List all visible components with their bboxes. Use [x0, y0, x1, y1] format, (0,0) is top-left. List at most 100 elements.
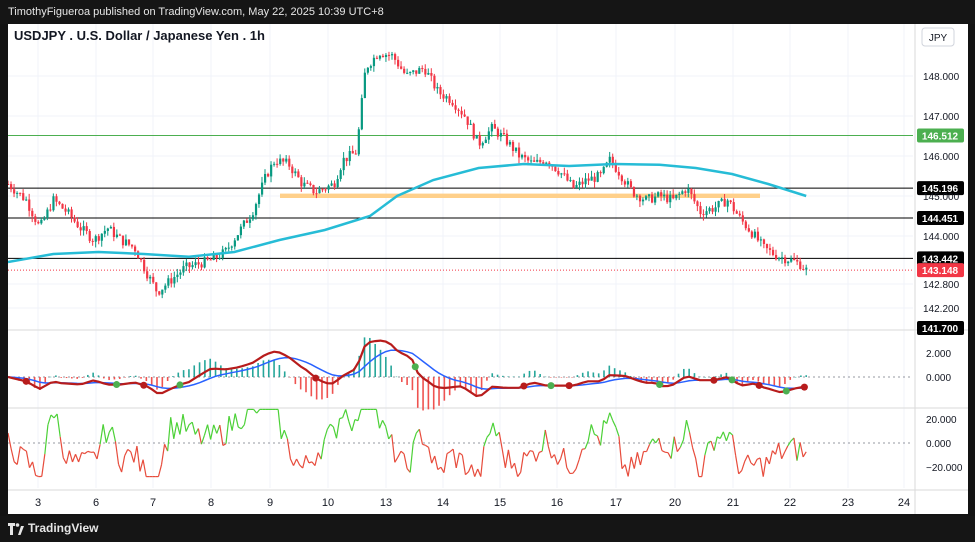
price-axis: 148.000 147.000 146.000 145.000 144.000 142.8…	[923, 72, 960, 315]
osc2-seg-72	[225, 416, 230, 444]
osc2-seg-37	[117, 464, 123, 473]
osc1-hist-6	[39, 377, 41, 390]
candle-body-261	[796, 260, 799, 262]
osc2-seg-152	[470, 464, 476, 477]
osc1-hist-133	[714, 376, 717, 377]
candle-body-229	[699, 206, 702, 215]
osc2-seg-43	[136, 445, 141, 472]
price-label-3: 143.442	[922, 254, 959, 265]
candle-body-84	[260, 182, 264, 195]
candle-body-164	[502, 133, 506, 135]
osc1-hist-58	[315, 377, 318, 400]
osc2-seg-92	[286, 438, 292, 459]
osc2-seg-166	[513, 463, 519, 477]
osc1-hist-16	[92, 372, 94, 377]
osc1-hist-99	[534, 370, 536, 377]
osc1-hist-74	[400, 377, 403, 383]
candle-body-89	[276, 163, 279, 165]
candle-body-200	[611, 156, 614, 165]
candle-body-234	[714, 207, 717, 212]
osc1-hist-112	[603, 370, 605, 377]
osc1-hist-146	[784, 377, 786, 385]
price-tick-4: 144.000	[923, 232, 960, 243]
osc2-seg-161	[498, 432, 503, 450]
osc1-hist-129	[693, 373, 696, 377]
osc2-seg-141	[437, 466, 442, 471]
osc1-hist-65	[353, 368, 355, 377]
osc1-hist-98	[528, 370, 531, 377]
time-tick-20: 20	[669, 497, 681, 509]
candle-body-202	[617, 171, 620, 176]
osc1-hist-113	[608, 365, 611, 377]
candle-body-90	[279, 158, 282, 165]
candlestick-series	[7, 51, 808, 299]
currency-badge[interactable]	[921, 27, 955, 47]
osc2-seg-213	[658, 438, 663, 451]
candle-body-211	[644, 196, 648, 200]
osc2-seg-190	[587, 424, 592, 441]
osc2-seg-24	[78, 452, 83, 463]
osc1-hist-38	[209, 358, 212, 377]
candle-body-158	[484, 139, 487, 143]
osc2-seg-76	[237, 426, 242, 430]
candle-body-239	[729, 200, 732, 203]
osc2-seg-164	[507, 449, 513, 469]
time-tick-7: 7	[150, 497, 156, 509]
candle-body-210	[641, 199, 645, 202]
osc2-seg-197	[609, 412, 614, 421]
candle-body-143	[439, 86, 442, 95]
osc2-seg-70	[219, 425, 224, 446]
candle-body-60	[188, 262, 191, 268]
time-tick-22: 22	[784, 497, 796, 509]
grid	[8, 24, 913, 488]
candle-body-47	[149, 276, 152, 279]
candle-body-191	[584, 178, 587, 185]
osc2-seg-222	[685, 420, 691, 433]
candle-body-223	[681, 191, 684, 194]
candle-body-244	[744, 221, 747, 229]
candle-body-149	[457, 109, 460, 111]
osc2-seg-52	[164, 444, 169, 452]
osc2-seg-191	[590, 424, 595, 435]
osc2-seg-230	[710, 441, 715, 451]
candle-body-42	[133, 246, 137, 252]
candle-body-83	[257, 194, 261, 205]
candle-body-154	[472, 123, 475, 139]
osc2-seg-251	[774, 442, 780, 455]
chart-area[interactable]: 146.512 145.196 144.451 143.442 143.148 141.7…	[7, 24, 968, 514]
candle-body-126	[387, 54, 391, 56]
candle-body-130	[400, 66, 403, 69]
osc2-seg-21	[68, 450, 74, 463]
candle-body-188	[575, 184, 578, 188]
candle-body-111	[342, 157, 345, 171]
candle-body-16	[55, 196, 58, 202]
candle-body-120	[369, 66, 373, 68]
candle-body-96	[297, 171, 300, 178]
osc2-seg-160	[495, 431, 500, 437]
osc1-hist-57	[310, 377, 313, 397]
osc1-hist-41	[225, 368, 227, 377]
osc2-seg-25	[81, 452, 85, 455]
moving-average-line	[7, 162, 807, 264]
osc2-seg-123	[382, 420, 387, 427]
osc2-seg-68	[213, 424, 218, 434]
candle-body-95	[294, 171, 297, 174]
oscillator-1-pane	[8, 332, 913, 407]
osc1-hist-45	[246, 367, 249, 377]
candle-body-44	[140, 258, 143, 260]
osc2-seg-69	[216, 424, 221, 434]
osc2-seg-98	[305, 455, 310, 464]
time-tick-16: 16	[551, 497, 563, 509]
osc1-cross-dot-4	[312, 374, 320, 382]
candle-body-248	[756, 231, 760, 241]
zone-rect	[280, 193, 760, 198]
candle-body-123	[378, 55, 382, 59]
osc1-hist-135	[725, 372, 728, 377]
osc1-hist-51	[278, 365, 281, 377]
candle-body-65	[203, 257, 206, 268]
candle-body-237	[723, 198, 726, 207]
price-tick-1: 147.000	[923, 112, 960, 123]
candle-body-170	[520, 154, 524, 158]
